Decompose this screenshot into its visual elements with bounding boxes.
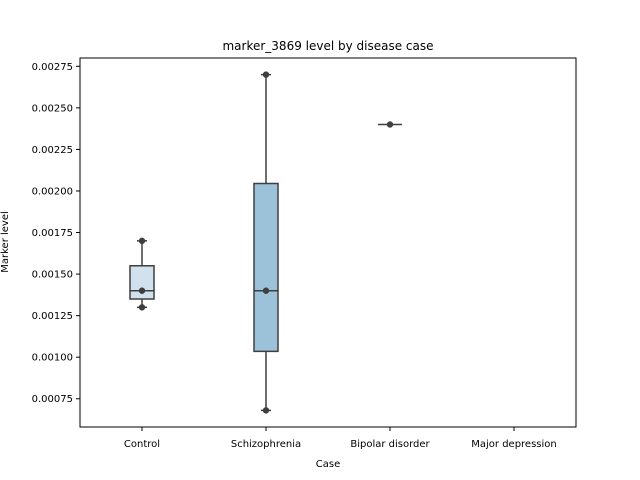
y-tick-label: 0.00175 xyxy=(32,228,73,239)
y-tick-label: 0.00075 xyxy=(32,394,73,405)
x-tick-label: Bipolar disorder xyxy=(350,439,430,450)
data-point xyxy=(262,287,270,294)
data-point xyxy=(386,121,394,128)
data-point xyxy=(138,304,146,311)
box-iqr xyxy=(253,182,279,353)
y-tick-label: 0.00275 xyxy=(32,62,73,73)
data-point xyxy=(262,407,270,414)
y-tick-label: 0.00250 xyxy=(32,103,73,114)
x-tick-label: Major depression xyxy=(471,439,557,450)
y-tick-label: 0.00200 xyxy=(32,186,73,197)
plot-area xyxy=(129,71,402,414)
data-point xyxy=(262,71,270,78)
data-point xyxy=(138,237,146,245)
y-tick-label: 0.00150 xyxy=(32,270,73,281)
y-tick-label: 0.00100 xyxy=(32,353,73,364)
y-axis-title: Marker level xyxy=(0,211,11,273)
box-iqr xyxy=(129,265,155,300)
x-tick-label: Control xyxy=(124,439,160,450)
chart-title: marker_3869 level by disease case xyxy=(222,39,433,53)
y-axis: 0.00075 0.00100 0.00125 0.00150 0.00175 0.002… xyxy=(32,62,80,405)
plot-frame xyxy=(79,57,577,428)
y-tick-label: 0.00225 xyxy=(32,145,73,156)
x-tick-label: Schizophrenia xyxy=(231,439,301,450)
data-point xyxy=(138,287,146,294)
x-axis-title: Case xyxy=(316,459,340,470)
y-tick-label: 0.00125 xyxy=(32,311,73,322)
x-axis: Control Schizophrenia Bipolar disorder Majo… xyxy=(124,427,557,450)
